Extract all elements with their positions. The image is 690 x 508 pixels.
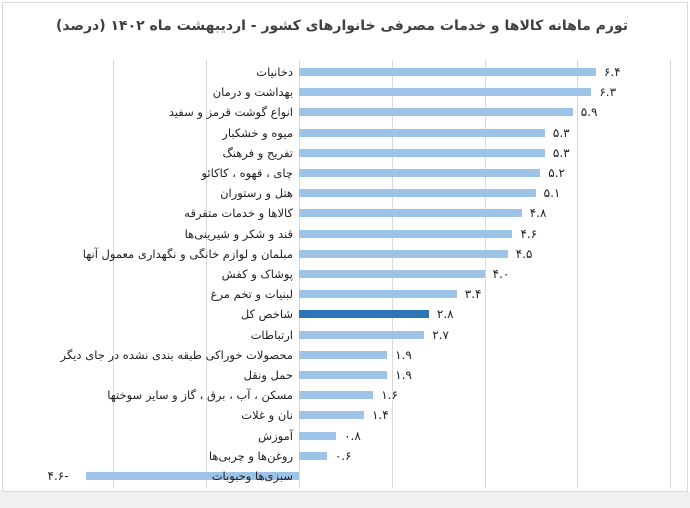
bar-row: دخانیات ۶.۴ [0, 62, 690, 82]
category-label: انواع گوشت قرمز و سفید [168, 105, 293, 120]
category-label: آموزش [258, 428, 293, 443]
gridline [577, 60, 579, 488]
value-label: ۵.۲ [548, 166, 565, 180]
category-label: روغن‌ها و چربی‌ها [208, 448, 293, 463]
category-label: مبلمان و لوازم خانگی و نگهداری معمول آنه… [82, 246, 293, 261]
category-label: تفریح و فرهنگ [222, 145, 293, 160]
bar [299, 229, 513, 238]
bar [299, 108, 573, 117]
category-label: کالاها و خدمات متفرقه [184, 206, 293, 221]
bar-row: نان و غلات ۱.۴ [0, 405, 690, 425]
bar-row: میوه و خشکبار ۵.۳ [0, 123, 690, 143]
bar [299, 451, 327, 460]
bar-row: لبنیات و تخم مرغ ۳.۴ [0, 284, 690, 304]
bar [299, 411, 364, 420]
bar-row: قند و شکر و شیرینی‌ها ۴.۶ [0, 224, 690, 244]
bar [299, 290, 457, 299]
category-label: میوه و خشکبار [222, 125, 293, 140]
bar [299, 169, 541, 177]
category-label: قند و شکر و شیرینی‌ها [184, 226, 293, 241]
bar [299, 330, 425, 339]
category-label: پوشاک و کفش [221, 267, 293, 281]
bar [299, 431, 337, 440]
bar [299, 68, 596, 76]
value-label: ۱.۹ [395, 368, 412, 382]
gridline [670, 60, 672, 488]
category-label: بهداشت و درمان [212, 85, 293, 100]
value-label: ۰.۶ [334, 448, 352, 463]
value-label: ۱.۹ [395, 347, 412, 362]
gridline [206, 60, 208, 488]
gridline [113, 60, 115, 488]
value-label: ۵.۳ [552, 145, 570, 160]
value-label: ۰.۸ [344, 428, 361, 443]
bar [299, 209, 522, 218]
category-label: سبزی‌ها وحبوبات [211, 469, 293, 483]
bar-row: کالاها و خدمات متفرقه ۴.۸ [0, 203, 690, 223]
bar-row: چای ، قهوه ، کاکائو ۵.۲ [0, 163, 690, 183]
value-label: ۱.۶ [381, 388, 398, 403]
category-label: محصولات خوراکی طبقه بندی نشده در جای دیگ… [60, 347, 293, 362]
chart-frame [2, 2, 688, 492]
value-label: ۶.۴ [603, 65, 621, 79]
category-label: لبنیات و تخم مرغ [210, 287, 293, 302]
bar [299, 350, 388, 359]
value-label: ۴.۰ [492, 267, 510, 281]
bar-row: روغن‌ها و چربی‌ها ۰.۶ [0, 446, 690, 466]
category-label: نان و غلات [241, 408, 293, 423]
bar-row: انواع گوشت قرمز و سفید ۵.۹ [0, 102, 690, 122]
category-label: دخانیات [256, 65, 293, 79]
value-label: ۵.۱ [543, 186, 561, 201]
category-label: شاخص کل [240, 307, 293, 322]
value-label: ۴.۵ [515, 246, 533, 261]
bar [299, 249, 508, 258]
chart-title: تورم ماهانه کالاها و خدمات مصرفی خانواره… [55, 18, 629, 34]
bar-row: بهداشت و درمان ۶.۳ [0, 82, 690, 102]
bar-row: محصولات خوراکی طبقه بندی نشده در جای دیگ… [0, 345, 690, 365]
bar [299, 270, 485, 278]
bar [299, 88, 592, 97]
bar-row: هتل و رستوران ۵.۱ [0, 183, 690, 203]
bottom-strip [0, 492, 690, 508]
bar [299, 189, 536, 198]
bar-row: سبزی‌ها وحبوبات -۴.۶ [0, 466, 690, 486]
category-label: هتل و رستوران [220, 186, 293, 201]
bar-row: شاخص کل ۲.۸ [0, 304, 690, 324]
value-label: ۲.۷ [432, 327, 449, 342]
category-label: حمل ونقل [243, 368, 293, 382]
value-label: ۴.۶ [520, 226, 538, 241]
value-label: ۵.۹ [580, 105, 598, 120]
category-label: ارتباطات [250, 327, 293, 342]
bar-row: ارتباطات ۲.۷ [0, 325, 690, 345]
bar-row: مسکن ، آب ، برق ، گاز و سایر سوختها ۱.۶ [0, 385, 690, 405]
bar [299, 371, 388, 379]
bar-row: تفریح و فرهنگ ۵.۳ [0, 143, 690, 163]
value-label: ۱.۴ [371, 408, 389, 423]
bar [299, 391, 374, 400]
bar [299, 148, 545, 157]
bar-row: مبلمان و لوازم خانگی و نگهداری معمول آنه… [0, 244, 690, 264]
category-label: مسکن ، آب ، برق ، گاز و سایر سوختها [107, 388, 293, 403]
gridline [484, 60, 486, 488]
bar-row: حمل ونقل ۱.۹ [0, 365, 690, 385]
bar [299, 128, 545, 137]
value-label: -۴.۶ [47, 469, 69, 483]
bar-row: آموزش ۰.۸ [0, 426, 690, 446]
value-label: ۴.۸ [529, 206, 547, 221]
value-label: ۵.۳ [552, 125, 570, 140]
bar [299, 310, 429, 319]
value-label: ۲.۸ [436, 307, 454, 322]
value-label: ۶.۳ [599, 85, 617, 100]
bar [85, 472, 299, 480]
bar-row: پوشاک و کفش ۴.۰ [0, 264, 690, 284]
value-label: ۳.۴ [464, 287, 482, 302]
category-label: چای ، قهوه ، کاکائو [201, 166, 293, 180]
